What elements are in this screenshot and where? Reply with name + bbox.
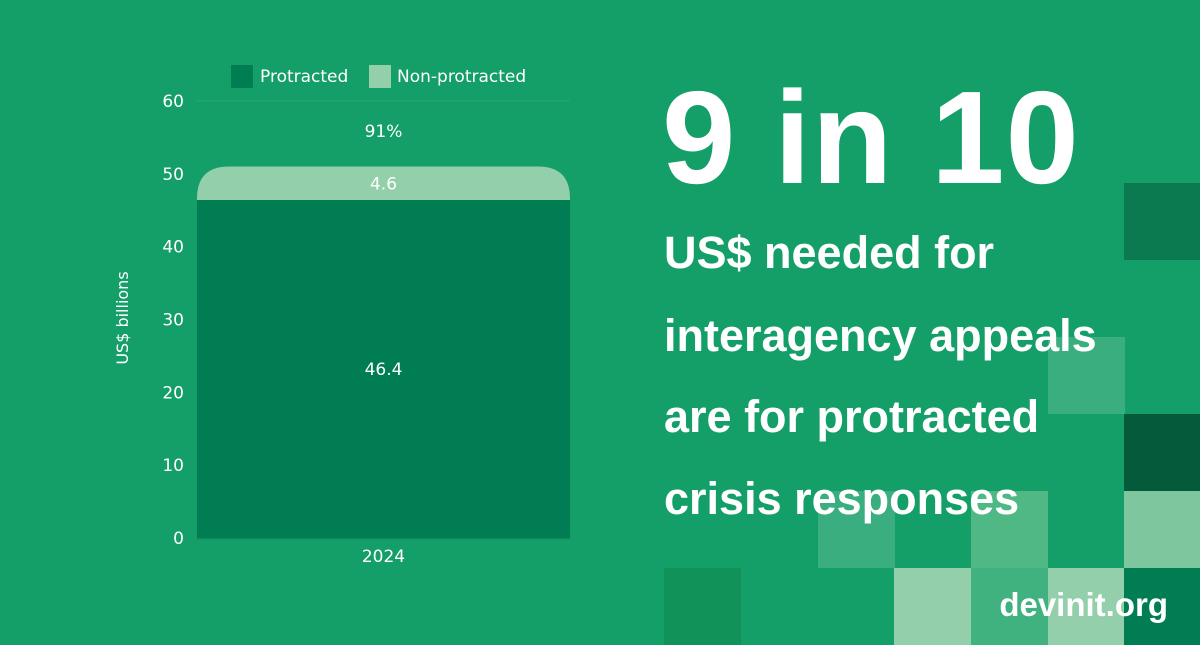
x-tick-label: 2024	[362, 547, 405, 567]
data-label-protracted: 46.4	[365, 360, 403, 380]
decor-tile	[1048, 337, 1125, 414]
headline-line-4: crisis responses	[664, 473, 1020, 524]
decor-tile	[971, 491, 1048, 568]
bar-non-protracted-2024	[197, 166, 570, 201]
y-tick-label: 60	[162, 92, 184, 112]
decor-tile	[1048, 568, 1125, 645]
decor-tile	[664, 568, 741, 645]
decor-tile	[1124, 491, 1200, 568]
y-tick-label: 20	[162, 383, 184, 403]
legend-swatch-protracted	[231, 65, 253, 88]
decor-tile	[1124, 183, 1200, 260]
legend-label-non-protracted: Non-protracted	[397, 67, 526, 87]
headline-line-3: are for protracted	[664, 391, 1040, 442]
y-tick-label: 10	[162, 456, 184, 476]
decor-tile	[1124, 414, 1200, 491]
decor-tile	[971, 568, 1048, 645]
y-tick-label: 0	[173, 529, 184, 549]
stacked-bar-chart: 0 10 20 30 40 50 60 US$ billions 46.4 4.6 91% 2024 P…	[113, 65, 570, 567]
decor-tile	[894, 568, 971, 645]
headline-line-1: US$ needed for	[664, 227, 995, 278]
headline-line-2: interagency appeals	[664, 310, 1097, 361]
decor-tile	[818, 491, 895, 568]
y-tick-label: 50	[162, 165, 184, 185]
data-label-non-protracted: 4.6	[370, 174, 397, 194]
legend-label-protracted: Protracted	[260, 67, 348, 87]
legend-swatch-non-protracted	[369, 65, 391, 88]
y-tick-label: 40	[162, 238, 184, 258]
bar-protracted-2024	[197, 200, 570, 538]
headline-stat: 9 in 10	[662, 64, 1080, 211]
y-tick-label: 30	[162, 311, 184, 331]
decor-tile	[1124, 568, 1200, 645]
data-label-total-share: 91%	[365, 122, 403, 142]
y-axis-label: US$ billions	[113, 271, 132, 364]
brand-link[interactable]: devinit.org	[999, 586, 1168, 623]
